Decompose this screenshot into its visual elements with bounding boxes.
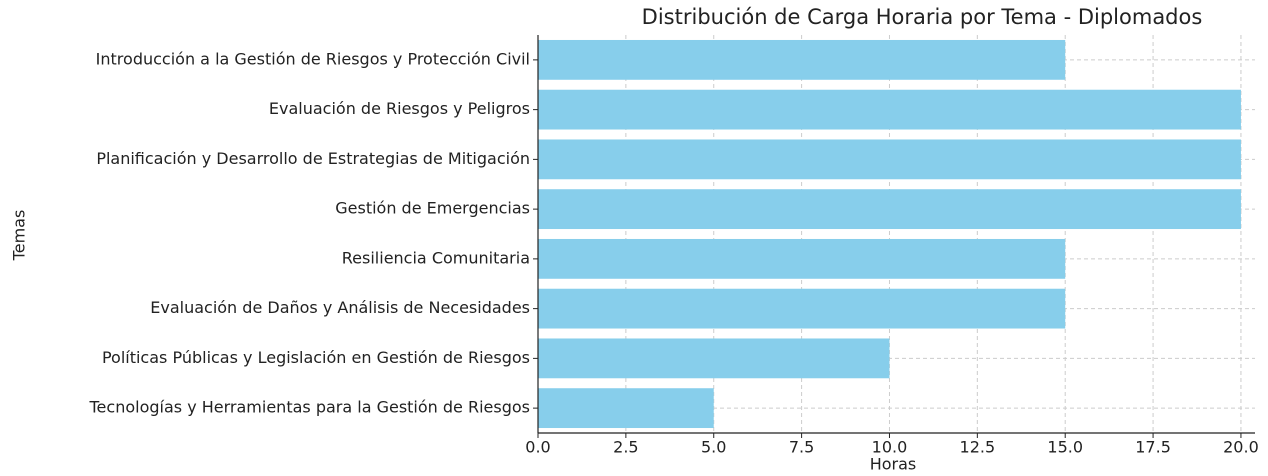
bar	[538, 338, 890, 379]
x-axis-label: Horas	[870, 455, 917, 474]
x-tick-label: 5.0	[701, 438, 726, 457]
chart-title: Distribución de Carga Horaria por Tema -…	[642, 5, 1203, 29]
y-axis-label: Temas	[10, 210, 29, 262]
y-tick-label: Resiliencia Comunitaria	[342, 248, 530, 267]
x-tick-label: 2.5	[613, 438, 638, 457]
x-tick-label: 10.0	[872, 438, 908, 457]
y-tick-label: Planificación y Desarrollo de Estrategia…	[96, 149, 530, 168]
bar	[538, 139, 1241, 180]
y-tick-label: Evaluación de Daños y Análisis de Necesi…	[150, 298, 530, 317]
bar	[538, 238, 1066, 279]
x-tick-label: 17.5	[1135, 438, 1171, 457]
x-tick-label: 12.5	[960, 438, 996, 457]
y-tick-label: Evaluación de Riesgos y Peligros	[269, 99, 530, 118]
bar	[538, 288, 1066, 329]
y-tick-label: Tecnologías y Herramientas para la Gesti…	[89, 398, 531, 417]
bar	[538, 89, 1241, 130]
x-tick-label: 20.0	[1223, 438, 1259, 457]
y-tick-label: Políticas Públicas y Legislación en Gest…	[102, 348, 530, 367]
x-tick-label: 7.5	[789, 438, 814, 457]
x-tick-label: 15.0	[1047, 438, 1083, 457]
y-tick-label: Gestión de Emergencias	[335, 199, 530, 218]
bar	[538, 39, 1066, 80]
x-tick-label: 0.0	[525, 438, 550, 457]
bar	[538, 189, 1241, 230]
y-tick-label: Introducción a la Gestión de Riesgos y P…	[96, 49, 530, 68]
bar	[538, 388, 714, 429]
